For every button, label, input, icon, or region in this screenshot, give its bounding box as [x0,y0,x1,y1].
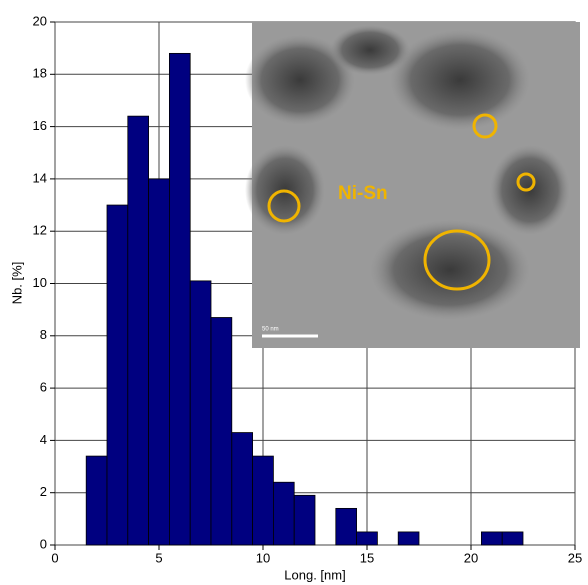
y-tick-label: 12 [33,223,47,238]
particle-cluster [370,220,530,320]
bar [480,531,503,546]
highlight-circle [472,113,498,139]
y-tick-label: 18 [33,66,47,81]
bar [231,432,254,546]
bar [397,531,420,546]
y-tick-label: 6 [40,380,47,395]
particle-cluster [390,30,530,130]
bar [168,52,191,546]
y-tick-label: 10 [33,275,47,290]
particle-cluster [330,25,410,75]
bars [85,52,524,546]
bar [501,531,524,546]
y-axis-label: Nb. [%] [9,262,24,305]
x-tick-label: 5 [155,550,162,565]
bar [356,531,378,546]
bar [189,280,212,546]
y-tick-label: 16 [33,118,47,133]
x-axis-label: Long. [nm] [284,567,345,582]
particle-cluster [245,35,355,125]
bar [252,455,274,546]
bar [85,455,108,546]
highlight-circle [423,229,491,291]
y-tick-label: 0 [40,536,47,551]
x-tick-label: 0 [51,550,58,565]
x-tick-label: 25 [568,550,582,565]
y-tick-label: 20 [33,13,47,28]
y-tick-label: 4 [40,432,47,447]
bar [210,317,233,546]
bar [148,178,170,546]
inset-image: Ni-Sn 50 nm [245,22,580,348]
y-tick-label: 8 [40,327,47,342]
y-tick-label: 2 [40,484,47,499]
bar [106,204,129,546]
bar [127,115,150,546]
bar [272,481,295,546]
bar [293,494,316,546]
highlight-circle [267,189,301,223]
scale-bar-label: 50 nm [262,327,279,333]
bar [335,507,357,546]
y-tick-label: 14 [33,170,47,185]
x-tick-label: 20 [464,550,478,565]
highlight-circle [516,172,536,192]
inset-label: Ni-Sn [338,183,388,204]
x-tick-label: 10 [256,550,270,565]
x-tick-label: 15 [360,550,374,565]
